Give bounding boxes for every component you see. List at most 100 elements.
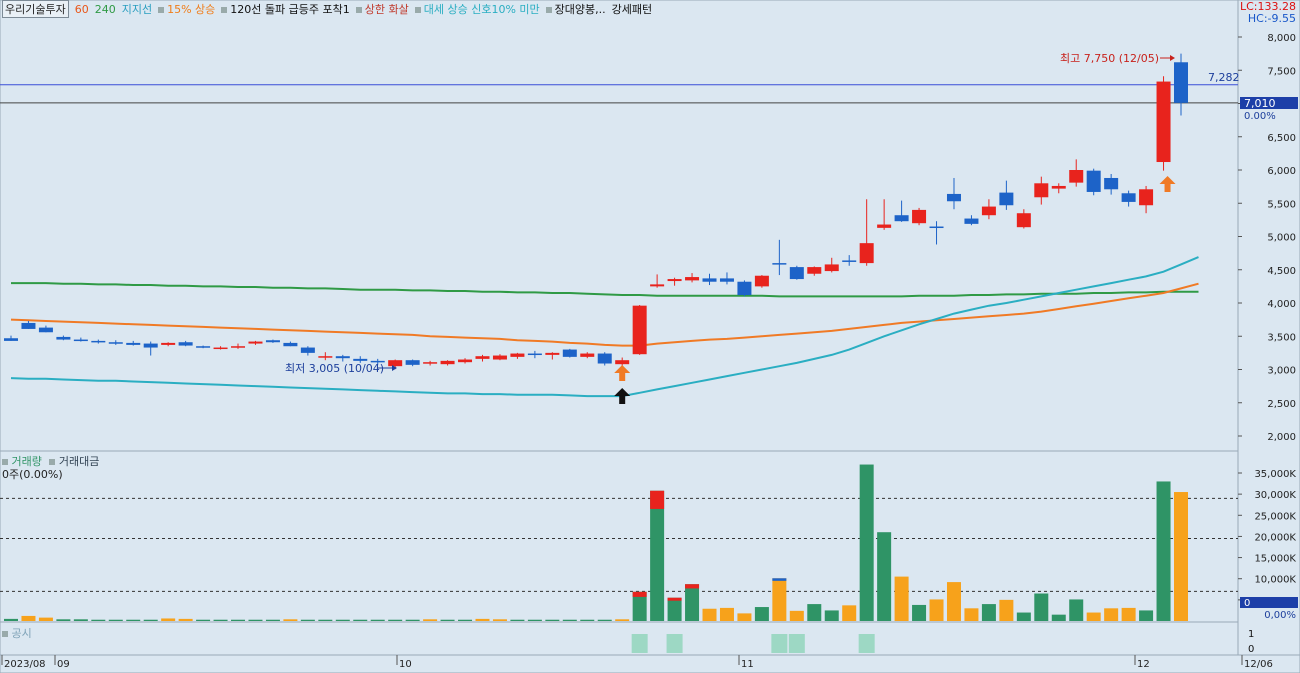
right-axis-panel — [1237, 0, 1300, 656]
volume-panel[interactable] — [0, 450, 1239, 623]
ma240-line — [11, 282, 1199, 298]
volume-bar — [196, 619, 211, 621]
candle-down — [91, 340, 106, 343]
date-axis-panel — [0, 654, 1300, 673]
disclosure-tick-zero: 0 — [1248, 644, 1254, 655]
stock-name-label[interactable]: 우리기술투자 — [2, 0, 69, 18]
volume-bar — [231, 619, 246, 621]
candle-up — [685, 277, 700, 281]
volume-bar — [1034, 593, 1049, 621]
volume-tick-label: 10,000K — [1254, 575, 1296, 586]
disclosure-panel[interactable] — [0, 621, 1239, 656]
candle-down — [108, 342, 123, 344]
candle-up — [440, 360, 455, 365]
volume-bar — [126, 619, 141, 621]
support-label[interactable]: 지지선 — [121, 3, 153, 16]
breakout-item[interactable]: 120선 돌파 급등주 포착1 — [221, 1, 350, 17]
volume-label[interactable]: 거래량 — [11, 455, 42, 468]
support-line — [10, 256, 1199, 398]
volume-bar — [1016, 612, 1031, 621]
volume-bar — [335, 619, 350, 621]
rise15-marker-icon — [158, 7, 165, 13]
limitup-marker-icon — [355, 7, 362, 13]
candle-up — [1016, 213, 1031, 228]
disclosure-block — [631, 634, 648, 653]
volume-bar — [440, 619, 455, 621]
candle-down — [772, 263, 787, 265]
candle-up — [807, 267, 822, 274]
candle-up — [981, 206, 996, 216]
candle-down — [737, 281, 752, 296]
candle-up — [213, 347, 228, 350]
volume-bar — [1121, 607, 1136, 621]
volume-bar — [877, 532, 892, 621]
candle-up — [318, 356, 333, 358]
candle-down — [353, 358, 368, 361]
volume-value: 0주(0.00%) — [2, 468, 63, 481]
candle-down — [1174, 62, 1188, 103]
volume-bar — [650, 490, 665, 621]
candle-down — [842, 260, 857, 262]
candle-down — [143, 343, 158, 348]
volume-bar — [1104, 608, 1119, 621]
rise15-item[interactable]: 15% 상승 — [158, 1, 215, 17]
volume-bar — [21, 615, 36, 621]
volume-bar — [597, 619, 612, 621]
candle-down — [946, 193, 961, 202]
disclosure-label: 공시 — [11, 627, 32, 640]
volume-bar — [667, 597, 682, 621]
candle-up — [859, 243, 874, 264]
volume-tick-label: 25,000K — [1254, 511, 1296, 522]
limitup-item[interactable]: 상한 화살 — [355, 1, 409, 17]
high-arrow-head-icon — [1170, 55, 1175, 61]
volume-bar — [318, 619, 333, 621]
ma60-label[interactable]: 60 — [74, 2, 89, 16]
candle-down — [1086, 170, 1101, 192]
amount-label[interactable]: 거래대금 — [58, 455, 100, 468]
volume-legend: 거래량 거래대금 — [2, 453, 99, 469]
volume-bar — [4, 618, 18, 621]
amount-marker-icon — [49, 459, 56, 465]
disclosure-legend[interactable]: 공시 — [2, 625, 32, 641]
candle-up — [458, 359, 473, 363]
volume-bar-cap — [632, 591, 647, 597]
volume-bar — [946, 582, 961, 621]
volume-bar — [492, 619, 507, 621]
current-volume-box — [1240, 597, 1298, 608]
volume-bar — [300, 619, 315, 621]
ma240-label[interactable]: 240 — [94, 2, 116, 16]
volume-bar — [423, 619, 438, 621]
pattern-item[interactable]: 장대양봉,.. — [545, 1, 606, 17]
volume-marker-icon — [2, 459, 8, 465]
price-panel[interactable] — [0, 0, 1239, 452]
volume-tick-label: 30,000K — [1254, 490, 1296, 501]
volume-bar — [388, 619, 403, 621]
candle-down — [4, 338, 18, 341]
volume-bar — [178, 618, 193, 621]
volume-bar — [527, 619, 542, 621]
trend-item[interactable]: 대세 상승 신호10% 미만 — [414, 1, 540, 17]
current-price-pct: 0.00% — [1244, 111, 1276, 122]
candle-down — [126, 342, 141, 345]
volume-bar — [91, 619, 106, 621]
candle-up — [161, 342, 176, 345]
volume-pct-label: 0,00% — [1264, 610, 1296, 621]
price-tick-label: 4,000 — [1267, 299, 1296, 310]
date-label: 10 — [399, 659, 412, 670]
volume-bar — [1156, 481, 1171, 621]
strong-pattern-label[interactable]: 강세패턴 — [611, 3, 653, 16]
volume-series — [4, 464, 1188, 621]
disclosure-block — [788, 634, 805, 653]
candle-up — [1139, 189, 1154, 206]
candle-down — [562, 349, 577, 357]
volume-bar — [1174, 492, 1188, 621]
volume-bar — [737, 613, 752, 621]
trend-marker-icon — [414, 7, 421, 13]
volume-bar-cap — [650, 490, 665, 509]
candle-up — [1034, 183, 1049, 198]
candle-down — [527, 353, 542, 356]
candle-down — [21, 322, 36, 329]
candle-down — [335, 356, 350, 359]
candle-up — [912, 209, 927, 224]
